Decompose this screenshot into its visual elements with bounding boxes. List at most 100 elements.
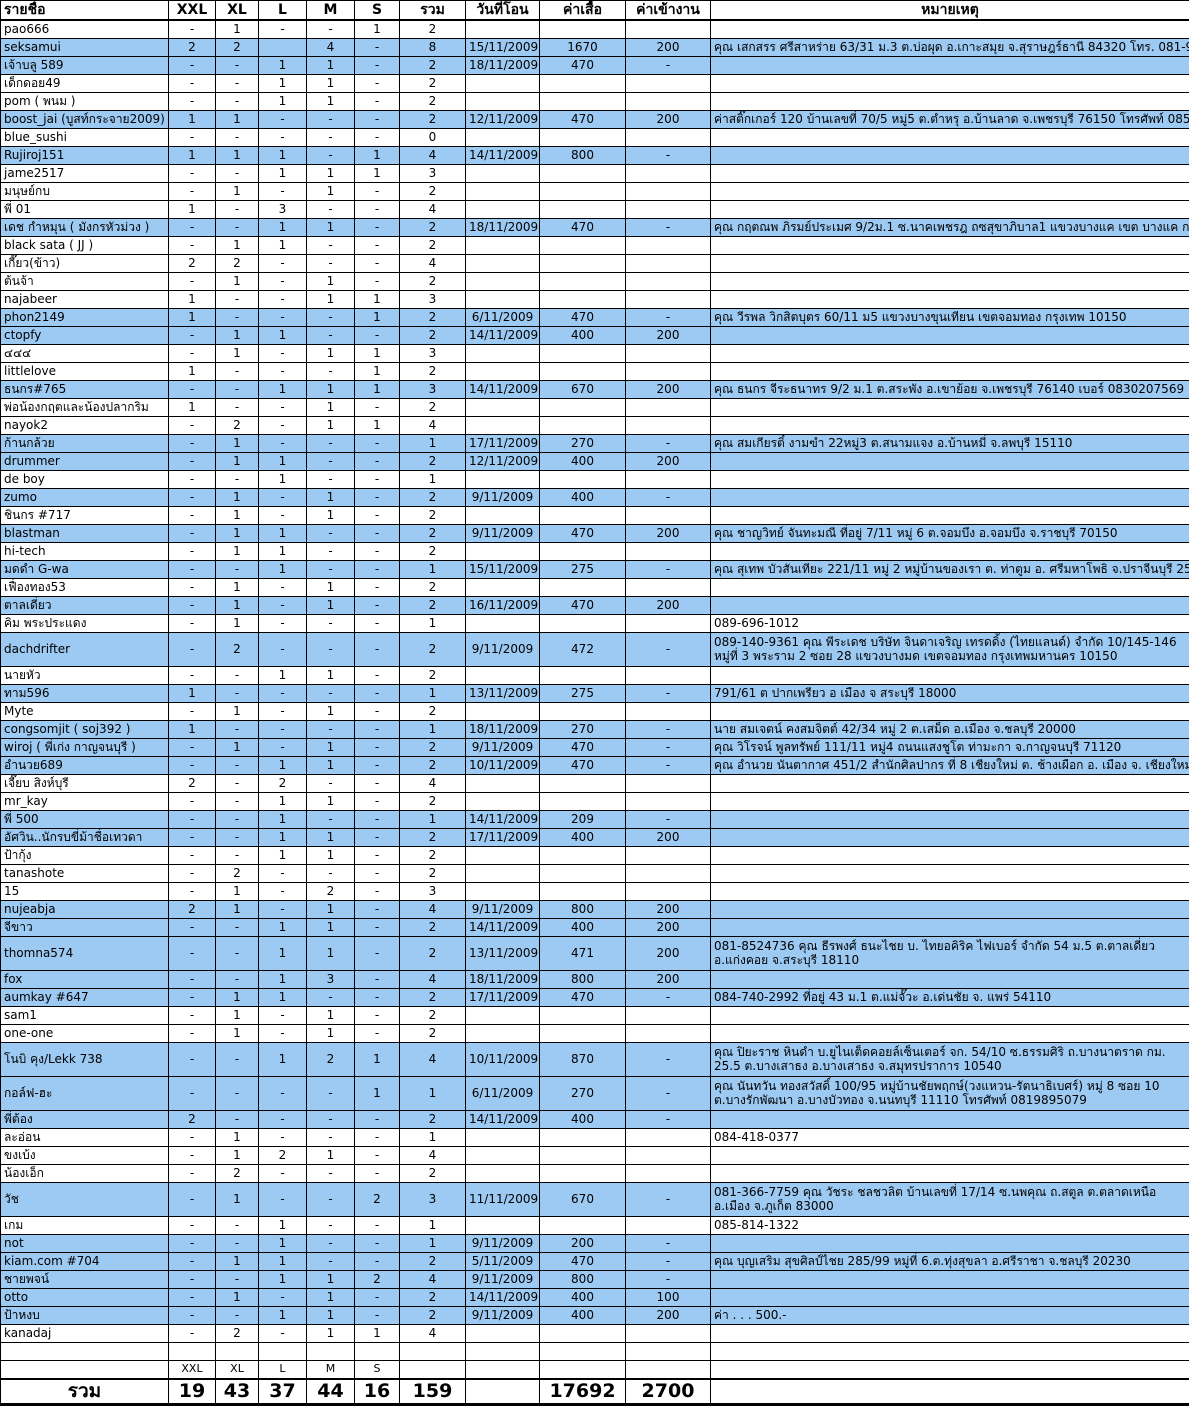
cell-m[interactable]: 1 <box>307 399 355 417</box>
cell-l[interactable]: 1 <box>259 327 307 345</box>
cell-total[interactable]: 2 <box>400 937 466 971</box>
cell-name[interactable]: โนบิ คุง/Lekk 738 <box>1 1043 169 1077</box>
cell-xl[interactable]: - <box>216 399 259 417</box>
cell-s[interactable]: - <box>355 39 400 57</box>
cell-xl[interactable]: - <box>216 919 259 937</box>
cell-entry[interactable]: 200 <box>626 919 711 937</box>
cell-entry[interactable]: - <box>626 435 711 453</box>
total-date-blank[interactable] <box>466 1379 540 1405</box>
cell-l[interactable]: - <box>259 129 307 147</box>
cell-m[interactable]: - <box>307 1111 355 1129</box>
cell-note[interactable] <box>711 147 1189 165</box>
cell-shirt[interactable]: 1670 <box>540 39 626 57</box>
cell-xxl[interactable]: - <box>169 1007 216 1025</box>
cell-s[interactable]: - <box>355 507 400 525</box>
cell-note[interactable] <box>711 129 1189 147</box>
cell-xl[interactable]: 1 <box>216 525 259 543</box>
cell-note[interactable] <box>711 417 1189 435</box>
cell-entry[interactable] <box>626 165 711 183</box>
cell-entry[interactable]: - <box>626 811 711 829</box>
cell-entry[interactable] <box>626 20 711 39</box>
cell-s[interactable]: - <box>355 989 400 1007</box>
cell-m[interactable]: - <box>307 1129 355 1147</box>
cell-l[interactable]: - <box>259 883 307 901</box>
cell-note[interactable]: คุณ วีรพล วิกสิตบุตร 60/11 ม5 แขวงบางขุน… <box>711 309 1189 327</box>
cell-total[interactable]: 2 <box>400 597 466 615</box>
cell-total[interactable]: 2 <box>400 829 466 847</box>
cell-xl[interactable]: 1 <box>216 901 259 919</box>
cell-note[interactable] <box>711 489 1189 507</box>
cell-note[interactable]: 791/61 ต ปากเพรียว อ เมือง จ สระบุรี 180… <box>711 685 1189 703</box>
cell-name[interactable]: 15 <box>1 883 169 901</box>
cell-xl[interactable]: 2 <box>216 633 259 667</box>
cell-l[interactable]: 1 <box>259 1043 307 1077</box>
cell-xxl[interactable]: - <box>169 757 216 775</box>
cell-entry[interactable] <box>626 865 711 883</box>
cell-shirt[interactable]: 470 <box>540 111 626 129</box>
cell-date[interactable]: 12/11/2009 <box>466 111 540 129</box>
cell-xl[interactable]: 2 <box>216 255 259 273</box>
cell-name[interactable]: blue_sushi <box>1 129 169 147</box>
cell-xl[interactable]: 1 <box>216 435 259 453</box>
cell-l[interactable]: - <box>259 363 307 381</box>
cell-xl[interactable]: 1 <box>216 327 259 345</box>
size-label-blank[interactable] <box>1 1361 169 1380</box>
cell-xxl[interactable] <box>169 1343 216 1361</box>
cell-l[interactable]: - <box>259 435 307 453</box>
cell-m[interactable]: 1 <box>307 667 355 685</box>
cell-l[interactable]: 1 <box>259 57 307 75</box>
cell-name[interactable]: คิม พระประแดง <box>1 615 169 633</box>
cell-m[interactable]: - <box>307 327 355 345</box>
cell-xxl[interactable]: - <box>169 703 216 721</box>
cell-entry[interactable] <box>626 1129 711 1147</box>
cell-total[interactable]: 2 <box>400 1111 466 1129</box>
cell-shirt[interactable] <box>540 1147 626 1165</box>
cell-name[interactable]: ธนกร#765 <box>1 381 169 399</box>
cell-l[interactable] <box>259 39 307 57</box>
cell-entry[interactable] <box>626 507 711 525</box>
cell-s[interactable]: - <box>355 793 400 811</box>
cell-shirt[interactable] <box>540 615 626 633</box>
cell-s[interactable]: 2 <box>355 1183 400 1217</box>
cell-xxl[interactable]: - <box>169 1289 216 1307</box>
cell-date[interactable]: 14/11/2009 <box>466 381 540 399</box>
cell-total[interactable]: 1 <box>400 1217 466 1235</box>
cell-entry[interactable]: - <box>626 1253 711 1271</box>
cell-name[interactable]: เด็กดอย49 <box>1 75 169 93</box>
cell-note[interactable]: ค่าสติ๊กเกอร์ 120 บ้านเลขที่ 70/5 หมู่5 … <box>711 111 1189 129</box>
cell-note[interactable] <box>711 667 1189 685</box>
cell-total[interactable]: 2 <box>400 399 466 417</box>
cell-l[interactable]: - <box>259 111 307 129</box>
cell-entry[interactable] <box>626 417 711 435</box>
cell-note[interactable] <box>711 471 1189 489</box>
cell-entry[interactable]: 200 <box>626 1307 711 1325</box>
total-l[interactable]: 37 <box>259 1379 307 1405</box>
cell-l[interactable]: - <box>259 685 307 703</box>
cell-shirt[interactable] <box>540 543 626 561</box>
cell-entry[interactable] <box>626 847 711 865</box>
cell-m[interactable]: - <box>307 633 355 667</box>
cell-m[interactable]: 1 <box>307 597 355 615</box>
cell-s[interactable]: - <box>355 703 400 721</box>
cell-date[interactable] <box>466 793 540 811</box>
cell-m[interactable]: - <box>307 989 355 1007</box>
header-xl[interactable]: XL <box>216 1 259 21</box>
cell-name[interactable]: phon2149 <box>1 309 169 327</box>
cell-m[interactable]: 2 <box>307 883 355 901</box>
cell-total[interactable]: 2 <box>400 525 466 543</box>
cell-total[interactable] <box>400 1343 466 1361</box>
cell-xl[interactable]: - <box>216 219 259 237</box>
cell-total[interactable]: 2 <box>400 1307 466 1325</box>
cell-total[interactable]: 2 <box>400 703 466 721</box>
cell-s[interactable]: 1 <box>355 20 400 39</box>
cell-l[interactable] <box>259 1343 307 1361</box>
cell-note[interactable] <box>711 255 1189 273</box>
cell-entry[interactable]: - <box>626 1043 711 1077</box>
cell-m[interactable]: 1 <box>307 919 355 937</box>
cell-l[interactable]: 2 <box>259 1147 307 1165</box>
cell-xxl[interactable]: - <box>169 525 216 543</box>
cell-xxl[interactable]: 1 <box>169 111 216 129</box>
cell-date[interactable]: 17/11/2009 <box>466 989 540 1007</box>
cell-s[interactable]: - <box>355 219 400 237</box>
cell-xl[interactable]: - <box>216 1271 259 1289</box>
